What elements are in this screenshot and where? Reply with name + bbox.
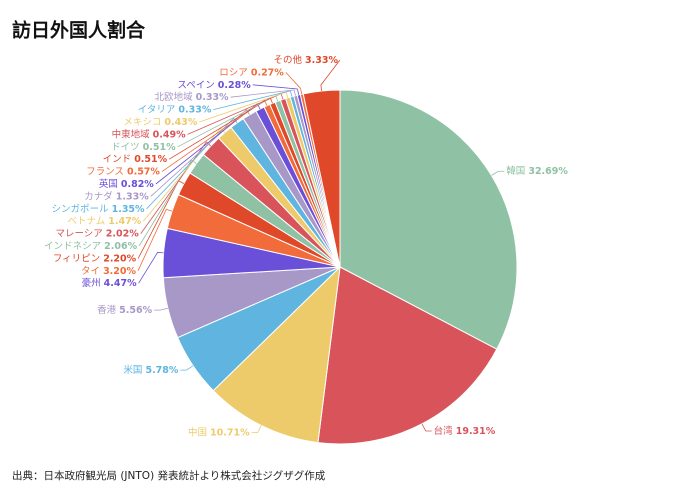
slice-name: 北欧地域 xyxy=(155,91,194,103)
leader-line xyxy=(150,109,250,197)
slice-label: フィリピン 2.20% xyxy=(53,253,137,264)
slice-name: 豪州 xyxy=(82,277,101,289)
slice-name: イタリア xyxy=(138,104,176,115)
slice-label: タイ 3.20% xyxy=(81,265,136,276)
slice-name: フランス xyxy=(86,166,124,177)
slice-percent: 1.35% xyxy=(112,203,145,214)
leader-line xyxy=(252,84,300,95)
chart-title: 訪日外国人割合 xyxy=(12,19,146,42)
slice-name: インドネシア xyxy=(44,241,101,252)
slice-name: インド xyxy=(103,154,132,165)
slice-percent: 1.33% xyxy=(116,191,149,202)
slice-percent: 0.57% xyxy=(127,166,160,177)
slice-label: インドネシア 2.06% xyxy=(44,241,137,252)
pie-slice xyxy=(317,266,498,445)
slice-name: フィリピン xyxy=(53,253,100,264)
slice-percent: 1.47% xyxy=(108,216,141,227)
leader-line xyxy=(421,423,432,432)
slice-label: ロシア 0.27% xyxy=(219,67,284,78)
leader-line xyxy=(285,72,303,95)
slice-percent: 2.20% xyxy=(103,253,136,264)
slice-label: スペイン 0.28% xyxy=(177,79,251,90)
slice-label: マレーシア 2.02% xyxy=(55,228,139,239)
slice-label: メキシコ 0.43% xyxy=(123,117,197,128)
slice-label: 台湾 19.31% xyxy=(434,424,496,436)
slice-label: イタリア 0.33% xyxy=(138,104,212,115)
leader-line xyxy=(146,117,238,210)
leader-line xyxy=(491,170,505,176)
leader-line xyxy=(180,365,194,371)
slice-name: マレーシア xyxy=(55,228,102,239)
slice-name: 中東地域 xyxy=(112,128,151,140)
slice-label: シンガポール 1.35% xyxy=(52,203,145,214)
slice-percent: 3.33% xyxy=(305,55,338,66)
slice-percent: 0.43% xyxy=(164,117,197,128)
slice-percent: 4.47% xyxy=(104,278,137,289)
leader-line xyxy=(251,425,262,434)
slice-name: 中国 xyxy=(188,426,207,438)
leader-line xyxy=(138,251,164,284)
pie-slice xyxy=(339,89,518,350)
leader-line xyxy=(154,307,168,311)
slice-label: 中国 10.71% xyxy=(188,426,250,438)
source-note: 出典：日本政府観光局 (JNTO) 発表統計より株式会社ジグザグ作成 xyxy=(12,469,326,482)
slice-name: その他 xyxy=(273,54,302,66)
slice-percent: 0.33% xyxy=(196,92,229,103)
slice-label: ベトナム 1.47% xyxy=(68,216,142,227)
slice-percent: 0.27% xyxy=(251,67,284,78)
slice-percent: 5.78% xyxy=(145,365,178,376)
slice-label: 中東地域 0.49% xyxy=(112,128,186,140)
slice-percent: 0.28% xyxy=(218,79,251,90)
leader-line xyxy=(213,90,293,110)
slice-label: カナダ 1.33% xyxy=(84,190,149,202)
slice-percent: 0.82% xyxy=(121,179,154,190)
leader-line xyxy=(140,141,212,234)
leader-line xyxy=(320,59,341,92)
slice-label: フランス 0.57% xyxy=(86,166,160,177)
slice-label: 北欧地域 0.33% xyxy=(155,91,229,103)
slice-name: 韓国 xyxy=(506,166,525,177)
pie-slice xyxy=(212,265,341,444)
slice-percent: 5.56% xyxy=(119,305,152,316)
leader-line xyxy=(230,89,296,98)
slice-label: 米国 5.78% xyxy=(123,364,178,376)
slice-percent: 0.51% xyxy=(134,154,167,165)
leader-line xyxy=(161,99,268,172)
slice-percent: 2.06% xyxy=(104,241,137,252)
slice-percent: 3.20% xyxy=(103,265,136,276)
slice-name: ロシア xyxy=(219,67,248,78)
slice-name: タイ xyxy=(81,265,100,276)
slice-label: 英国 0.82% xyxy=(99,178,154,190)
slice-label: 韓国 32.69% xyxy=(506,166,568,177)
slice-name: スペイン xyxy=(177,79,214,90)
leader-line xyxy=(138,159,197,247)
slice-label: 豪州 4.47% xyxy=(82,277,137,289)
slice-label: ドイツ 0.51% xyxy=(111,141,176,152)
slice-percent: 19.31% xyxy=(456,425,496,436)
slice-name: 香港 xyxy=(97,304,117,316)
slice-name: ベトナム xyxy=(68,216,106,227)
slice-percent: 0.49% xyxy=(153,129,186,140)
slice-percent: 0.51% xyxy=(143,141,176,152)
slice-name: 台湾 xyxy=(434,424,454,436)
slice-name: 米国 xyxy=(123,364,142,376)
slice-percent: 0.33% xyxy=(178,104,211,115)
slice-percent: 2.02% xyxy=(106,228,139,239)
slice-name: 英国 xyxy=(99,178,118,190)
slice-name: シンガポール xyxy=(52,203,110,214)
slice-percent: 32.69% xyxy=(528,166,568,177)
slice-percent: 10.71% xyxy=(210,427,250,438)
slice-name: メキシコ xyxy=(123,117,161,128)
slice-name: ドイツ xyxy=(111,141,140,152)
slice-name: カナダ xyxy=(84,190,113,202)
slice-label: インド 0.51% xyxy=(103,154,168,165)
slice-label: 香港 5.56% xyxy=(97,304,152,316)
slice-label: その他 3.33% xyxy=(273,54,338,66)
leader-line xyxy=(137,208,173,271)
